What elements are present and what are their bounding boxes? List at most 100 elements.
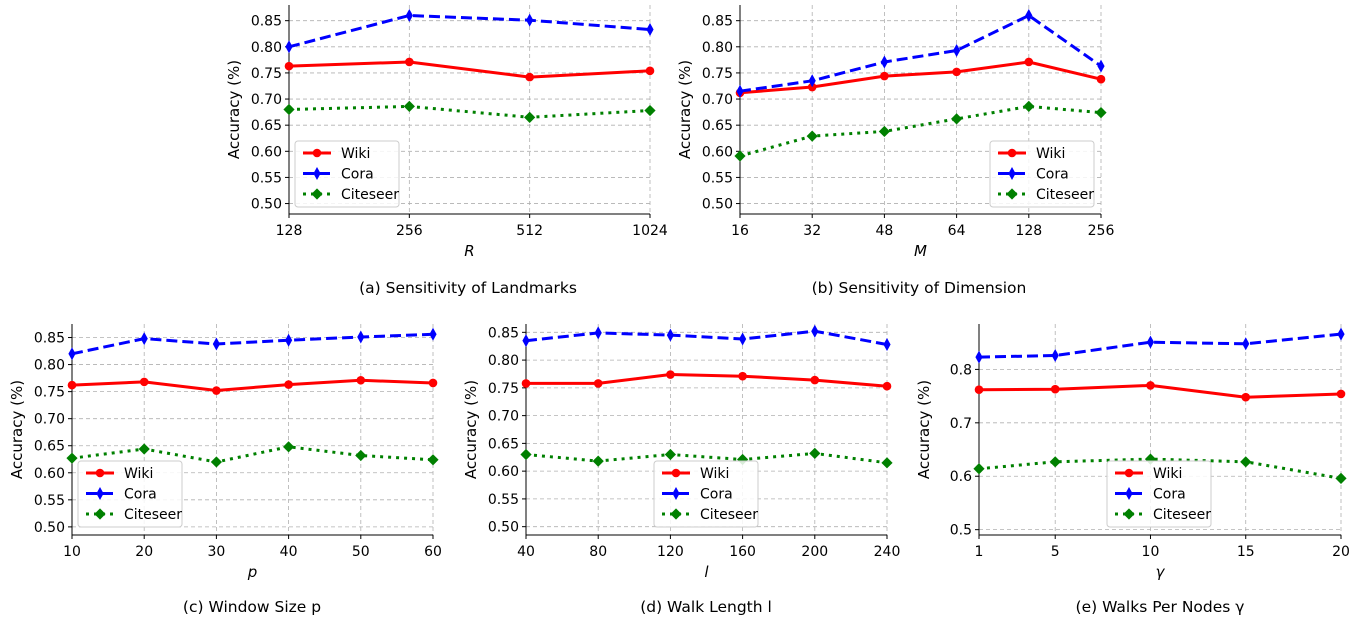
x-tick-label: 80 [589,544,607,560]
legend-marker-cora [1125,487,1133,500]
legend-label-wiki: Wiki [124,466,153,482]
point-wiki [645,66,655,76]
x-tick-label: 15 [1237,544,1255,560]
legend-marker-wiki [95,468,105,478]
series-cora [736,8,1105,98]
series-line-citeseer [739,104,1102,158]
x-tick-label: 50 [352,544,370,560]
y-tick-label: 0.50 [251,197,282,213]
legend-label-cora: Cora [1036,167,1069,183]
legend-marker-wiki [671,468,681,478]
y-tick-label: 0.6 [950,469,972,485]
point-cora [736,84,744,98]
y-tick-label: 0.55 [34,493,65,509]
y-axis-label: Accuracy (%) [225,60,243,159]
caption-c: (c) Window Size p [182,598,322,616]
x-axis-label: R [464,242,474,260]
legend-marker-wiki [312,148,322,158]
y-tick-label: 0.75 [488,381,519,397]
legend-box [77,460,183,528]
y-tick-label: 0.7 [950,416,972,432]
legend-marker-citeseer [670,508,682,520]
point-cora [285,40,293,54]
caption-d: (d) Walk Length l [640,598,772,616]
series-cora [975,327,1345,364]
point-citeseer [283,103,295,116]
y-tick-label: 0.60 [251,144,282,160]
x-tick-label: 64 [948,223,966,239]
point-citeseer [809,447,821,459]
series-line-cora [288,14,651,49]
y-tick-label: 0.60 [488,464,519,480]
x-tick-label: 512 [516,223,543,239]
y-tick-label: 0.50 [488,520,519,536]
point-wiki [405,57,414,67]
legend-label-citeseer: Citeseer [341,187,399,203]
y-tick-label: 0.85 [488,325,519,341]
point-citeseer [210,456,222,468]
x-axis-label: p [247,563,258,581]
x-tick-label: 10 [1142,544,1160,560]
y-tick-label: 0.50 [34,520,65,536]
point-wiki [593,379,603,388]
y-tick-label: 0.50 [702,197,733,213]
series-line-wiki [526,373,888,388]
caption-b: (b) Sensitivity of Dimension [811,279,1027,297]
chart-d: 0.50 0.55 0.60 0.65 0.70 0.75 0.80 0.85 40 80 120 1… [462,324,900,581]
x-tick-label: 256 [396,223,423,239]
point-wiki [67,380,77,390]
x-tick-label: 20 [135,544,153,560]
series-wiki [284,57,655,82]
point-wiki [356,375,366,385]
legend-marker-wiki [1124,468,1134,478]
point-cora [880,55,888,69]
y-tick-label: 0.65 [488,436,519,452]
point-wiki [284,380,293,389]
point-cora [975,350,983,364]
chart-a: 0.50 0.55 0.60 0.65 0.70 0.75 0.80 0.85 128 256 51… [225,5,668,260]
x-tick-label: 160 [729,544,756,560]
point-cora [1025,8,1033,22]
y-tick-label: 0.60 [702,144,733,160]
legend-box [989,140,1095,208]
series-line-cora [978,332,1342,359]
series-wiki [735,57,1106,98]
point-cora [212,337,220,351]
point-wiki [666,370,675,379]
y-tick-label: 0.75 [251,66,282,82]
y-tick-label: 0.5 [950,523,972,539]
legend-marker-cora [313,167,321,180]
y-tick-label: 0.75 [702,66,733,82]
point-wiki [952,67,961,77]
point-citeseer [1240,456,1252,468]
point-citeseer [951,113,963,125]
y-tick-label: 0.65 [251,118,282,134]
point-citeseer [427,454,439,466]
point-citeseer [1049,456,1061,468]
point-citeseer [524,111,536,123]
legend-marker-citeseer [311,188,323,200]
series-citeseer [734,100,1107,162]
point-cora [357,330,365,344]
series-line-wiki [288,60,651,79]
point-wiki [1096,74,1106,84]
x-tick-label: 20 [1332,544,1350,560]
point-cora [522,334,530,348]
series-line-cora [525,329,888,346]
legend-box [294,140,400,208]
point-cora [1337,327,1345,341]
legend-label-cora: Cora [1153,487,1186,503]
point-citeseer [973,463,985,475]
legend-label-cora: Cora [341,167,374,183]
y-tick-label: 0.60 [34,466,65,482]
legend-marker-cora [1008,167,1016,180]
y-tick-label: 0.70 [488,409,519,425]
legend-label-citeseer: Citeseer [700,507,758,523]
legend: Wiki Cora Citeseer [1106,460,1212,528]
point-citeseer [592,455,604,467]
y-tick-label: 0.85 [251,14,282,30]
point-citeseer [1023,100,1035,112]
x-tick-label: 120 [657,544,684,560]
